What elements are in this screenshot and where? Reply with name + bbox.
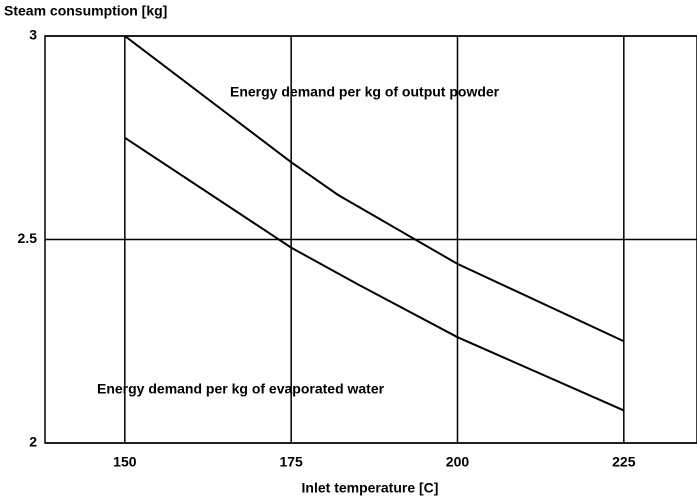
y-tick-label: 2.5 [18,230,38,246]
series-line [124,35,625,343]
series-line [124,136,625,412]
x-tick-label: 150 [113,454,137,470]
y-tick-label: 2 [29,434,37,450]
x-tick-label: 200 [446,454,470,470]
chart-title: Steam consumption [kg] [4,3,167,19]
x-tick-label: 175 [279,454,303,470]
annotation: Energy demand per kg of output powder [230,84,500,100]
annotation: Energy demand per kg of evaporated water [97,381,385,397]
x-axis-label: Inlet temperature [C] [302,480,439,496]
x-tick-label: 225 [612,454,636,470]
y-tick-label: 3 [29,27,37,43]
